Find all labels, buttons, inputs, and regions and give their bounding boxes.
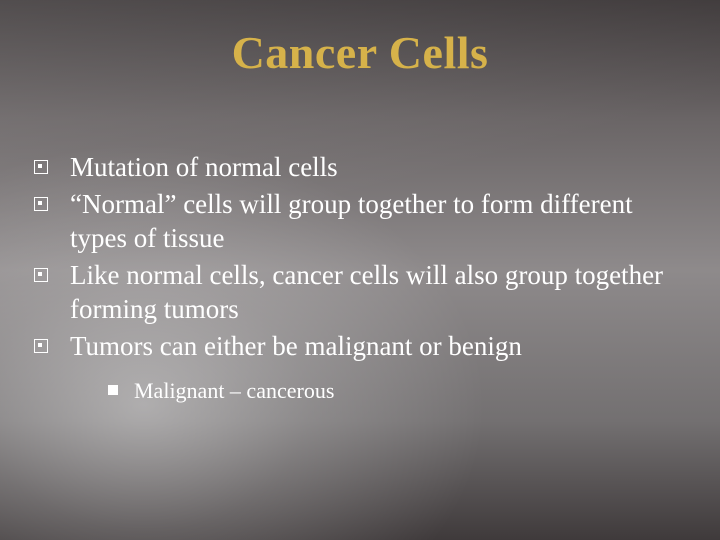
bullet-item: Like normal cells, cancer cells will als…: [34, 258, 686, 327]
bullet-text: Mutation of normal cells: [70, 150, 338, 185]
slide-title: Cancer Cells: [0, 0, 720, 79]
bullet-text: Tumors can either be malignant or benign: [70, 329, 522, 364]
bullet-marker-icon: [34, 339, 48, 353]
bullet-marker-icon: [34, 268, 48, 282]
content-area: Mutation of normal cells “Normal” cells …: [34, 150, 686, 406]
slide: Cancer Cells Mutation of normal cells “N…: [0, 0, 720, 540]
bullet-item: Mutation of normal cells: [34, 150, 686, 185]
sub-bullet-text: Malignant – cancerous: [134, 377, 334, 406]
bullet-item: “Normal” cells will group together to fo…: [34, 187, 686, 256]
sub-bullet-marker-icon: [108, 385, 118, 395]
bullet-marker-icon: [34, 197, 48, 211]
bullet-text: Like normal cells, cancer cells will als…: [70, 258, 686, 327]
bullet-text: “Normal” cells will group together to fo…: [70, 187, 686, 256]
sub-bullet-item: Malignant – cancerous: [108, 377, 686, 406]
bullet-marker-icon: [34, 160, 48, 174]
bullet-item: Tumors can either be malignant or benign: [34, 329, 686, 364]
